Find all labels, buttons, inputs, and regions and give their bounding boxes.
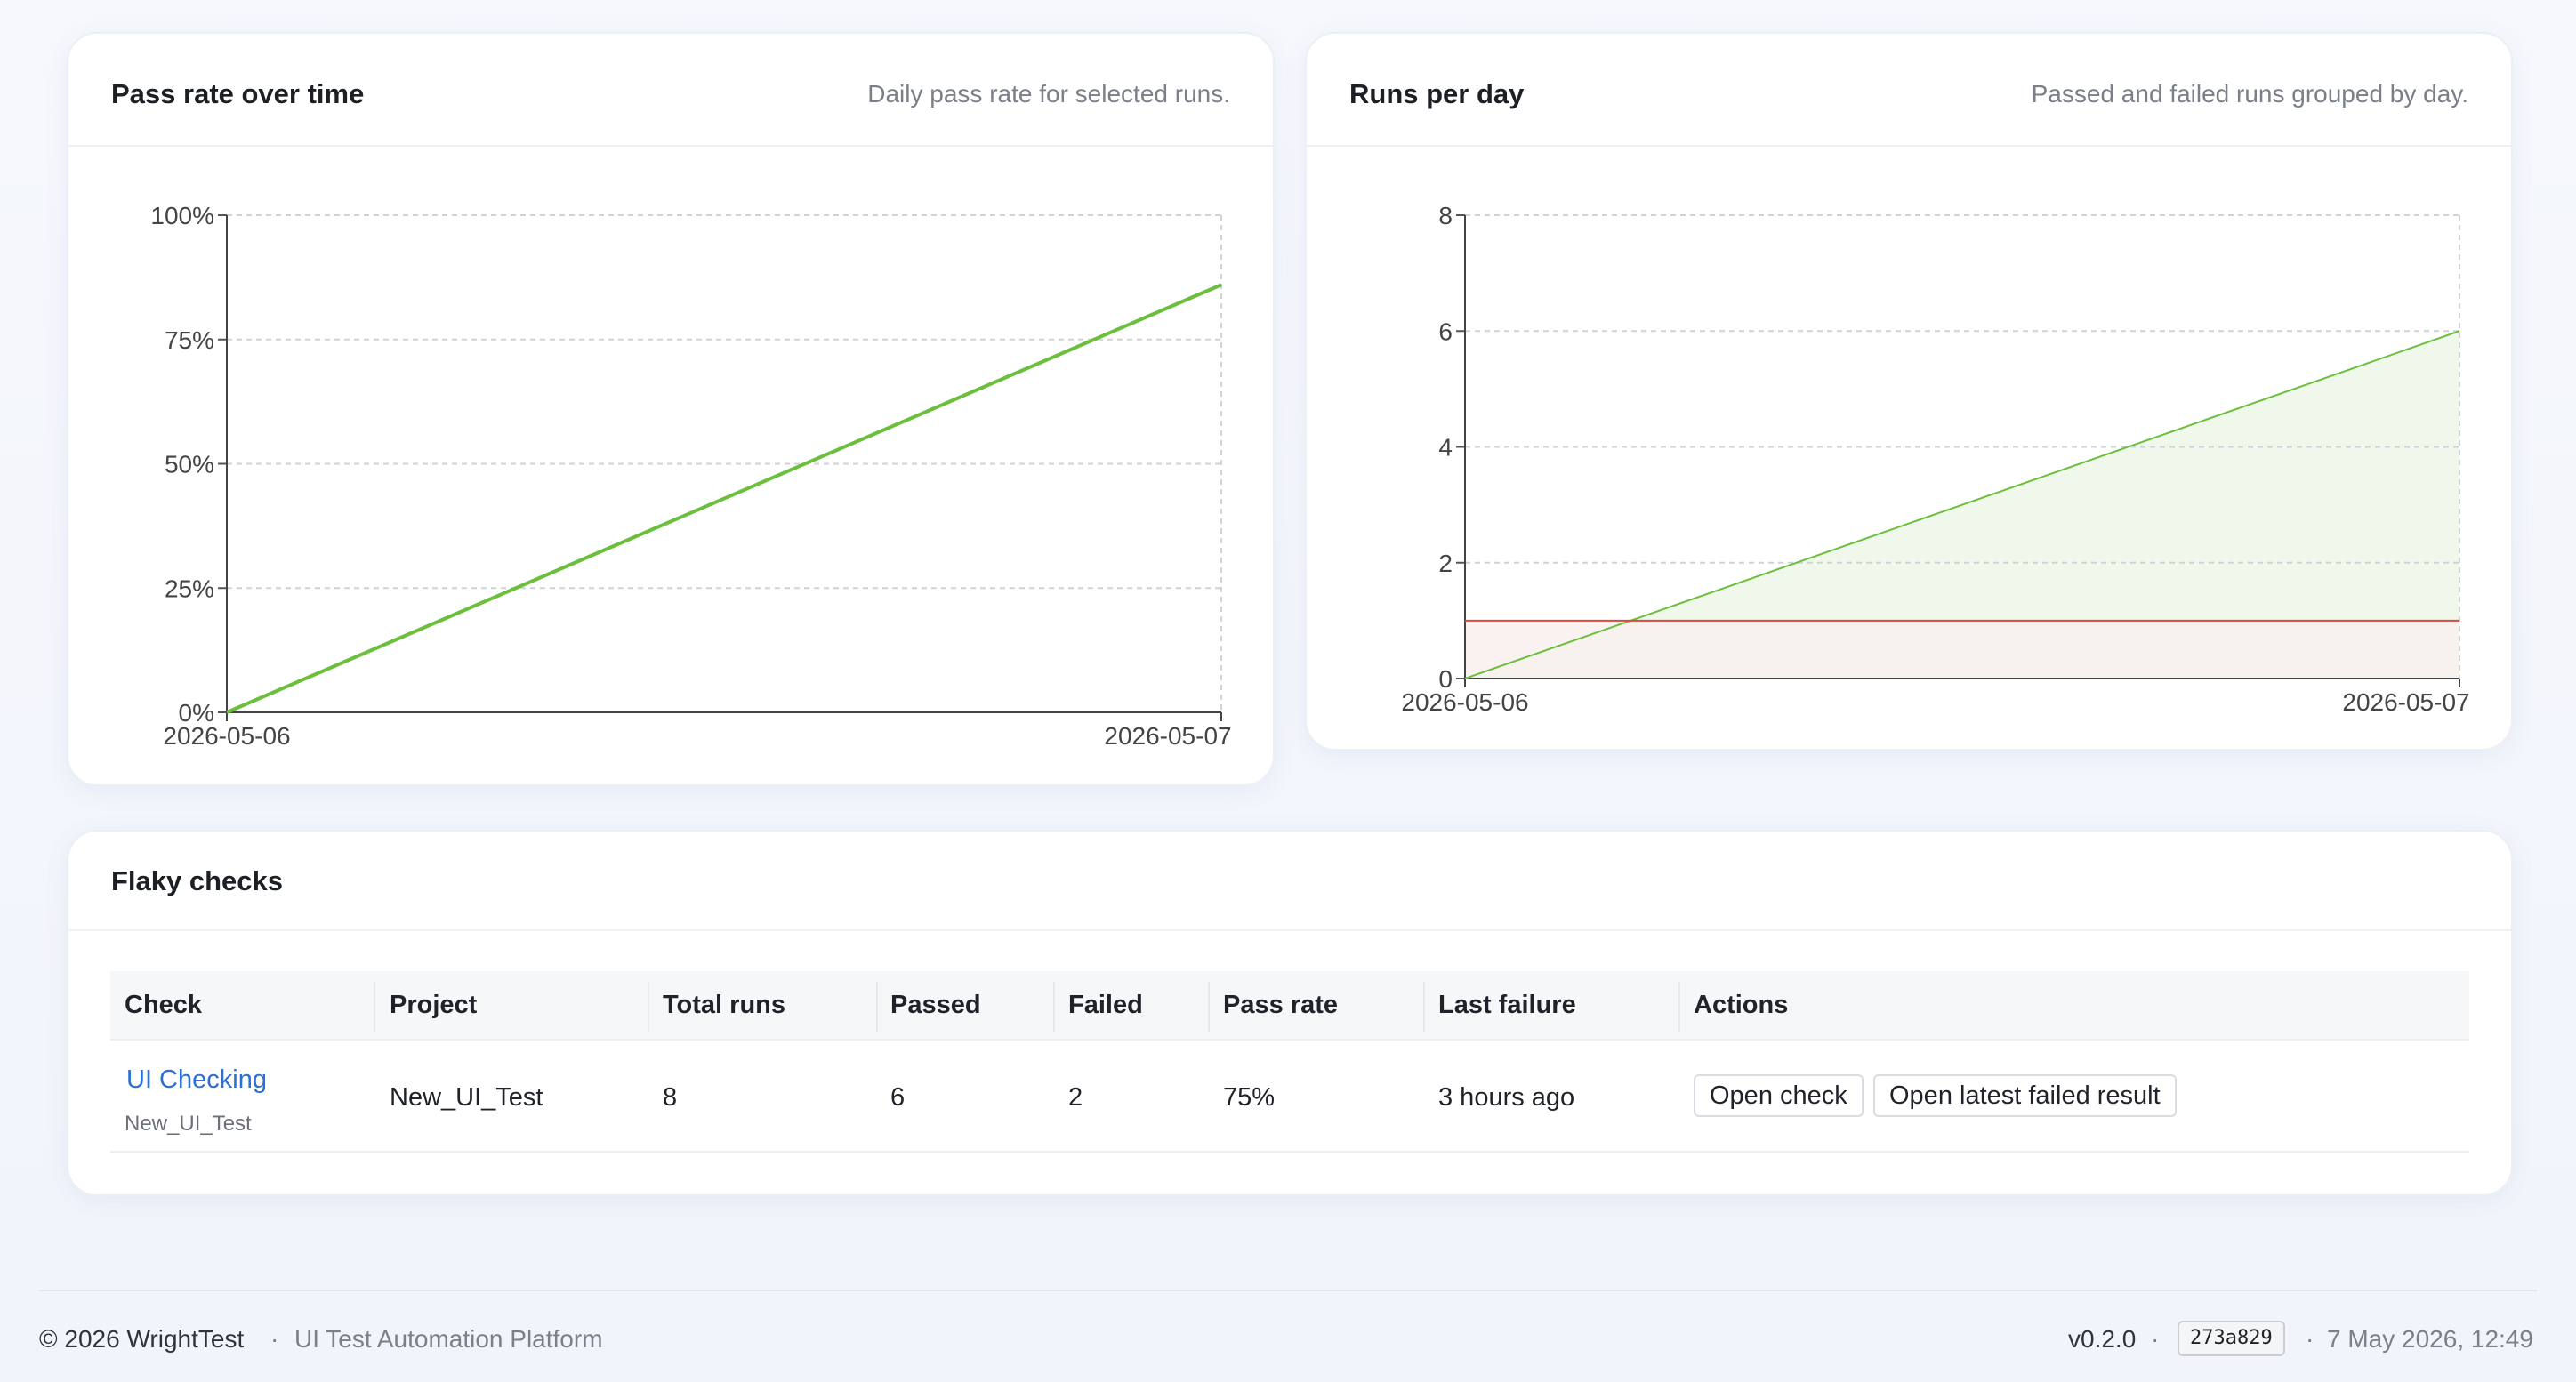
footer-separator: · xyxy=(270,1325,279,1353)
card-title: Pass rate over time xyxy=(111,78,365,109)
y-tick-label: 25% xyxy=(165,574,214,602)
card-header: Pass rate over time Daily pass rate for … xyxy=(68,34,1273,147)
column-divider xyxy=(648,982,649,1032)
column-divider xyxy=(374,982,375,1032)
runs-per-day-chart: 0 2 4 6 8 2026-05-06 2026-05-07 xyxy=(1401,202,2469,716)
header-passed: Passed xyxy=(890,991,981,1019)
x-tick-label: 2026-05-06 xyxy=(163,722,290,750)
header-project: Project xyxy=(390,991,478,1019)
runs-per-day-card: Runs per day Passed and failed runs grou… xyxy=(1305,32,2513,751)
y-tick-label: 100% xyxy=(150,202,214,229)
card-subtitle: Passed and failed runs grouped by day. xyxy=(2031,80,2468,108)
column-divider xyxy=(1053,982,1055,1032)
commit-hash-badge: 273a829 xyxy=(2178,1321,2285,1356)
footer-divider xyxy=(39,1290,2537,1291)
footer-separator: · xyxy=(2151,1325,2160,1353)
x-tick-label: 2026-05-07 xyxy=(2342,688,2469,716)
project-cell: New_UI_Test xyxy=(390,1083,543,1112)
header-actions: Actions xyxy=(1694,991,1789,1019)
y-tick-label: 75% xyxy=(165,326,214,354)
header-total-runs: Total runs xyxy=(663,991,786,1019)
header-check: Check xyxy=(125,991,203,1019)
x-tick-label: 2026-05-07 xyxy=(1104,722,1231,750)
column-divider xyxy=(1678,982,1680,1032)
check-project-label: New_UI_Test xyxy=(125,1112,252,1136)
column-divider xyxy=(1208,982,1210,1032)
x-tick-label: 2026-05-06 xyxy=(1401,688,1528,716)
card-header: Flaky checks xyxy=(68,832,2511,931)
failed-cell: 2 xyxy=(1068,1083,1083,1112)
passed-cell: 6 xyxy=(890,1083,906,1112)
y-tick-label: 8 xyxy=(1438,202,1453,229)
last-failure-cell: 3 hours ago xyxy=(1438,1083,1575,1112)
card-subtitle: Daily pass rate for selected runs. xyxy=(867,80,1230,108)
card-title: Flaky checks xyxy=(111,865,284,896)
y-tick-label: 0% xyxy=(179,699,214,727)
y-tick-label: 50% xyxy=(165,451,214,478)
footer-separator: · xyxy=(2306,1325,2314,1353)
header-pass-rate: Pass rate xyxy=(1223,991,1338,1019)
header-last-failure: Last failure xyxy=(1438,991,1576,1019)
open-latest-failed-result-button[interactable]: Open latest failed result xyxy=(1873,1074,2177,1117)
y-tick-label: 2 xyxy=(1438,550,1453,577)
y-tick-label: 0 xyxy=(1438,665,1453,693)
y-tick-label: 4 xyxy=(1438,434,1453,462)
footer-copyright: © 2026 WrightTest xyxy=(39,1325,245,1353)
footer-tagline: UI Test Automation Platform xyxy=(294,1325,603,1353)
header-failed: Failed xyxy=(1068,991,1143,1019)
total-runs-cell: 8 xyxy=(663,1083,678,1112)
check-link[interactable]: UI Checking xyxy=(126,1065,267,1094)
open-check-button[interactable]: Open check xyxy=(1694,1074,1864,1117)
table-row: UI Checking New_UI_Test New_UI_Test 8 6 … xyxy=(110,1041,2469,1153)
pass-rate-chart: 0% 25% 50% 75% 100% 2026-05-06 2026-05-07 xyxy=(150,202,1231,750)
series-line-0 xyxy=(226,283,1222,714)
footer-timestamp: 7 May 2026, 12:49 xyxy=(2327,1325,2533,1353)
pass-rate-cell: 75% xyxy=(1223,1083,1276,1112)
pass-rate-card: Pass rate over time Daily pass rate for … xyxy=(67,32,1275,786)
card-header: Runs per day Passed and failed runs grou… xyxy=(1307,34,2511,147)
footer-version: v0.2.0 xyxy=(2068,1325,2137,1353)
table-header: Check Project Total runs Passed Failed P… xyxy=(110,971,2469,1041)
series-area-1 xyxy=(1465,620,2459,679)
card-title: Runs per day xyxy=(1349,78,1525,109)
column-divider xyxy=(1423,982,1425,1032)
column-divider xyxy=(876,982,878,1032)
y-tick-label: 6 xyxy=(1438,317,1453,345)
